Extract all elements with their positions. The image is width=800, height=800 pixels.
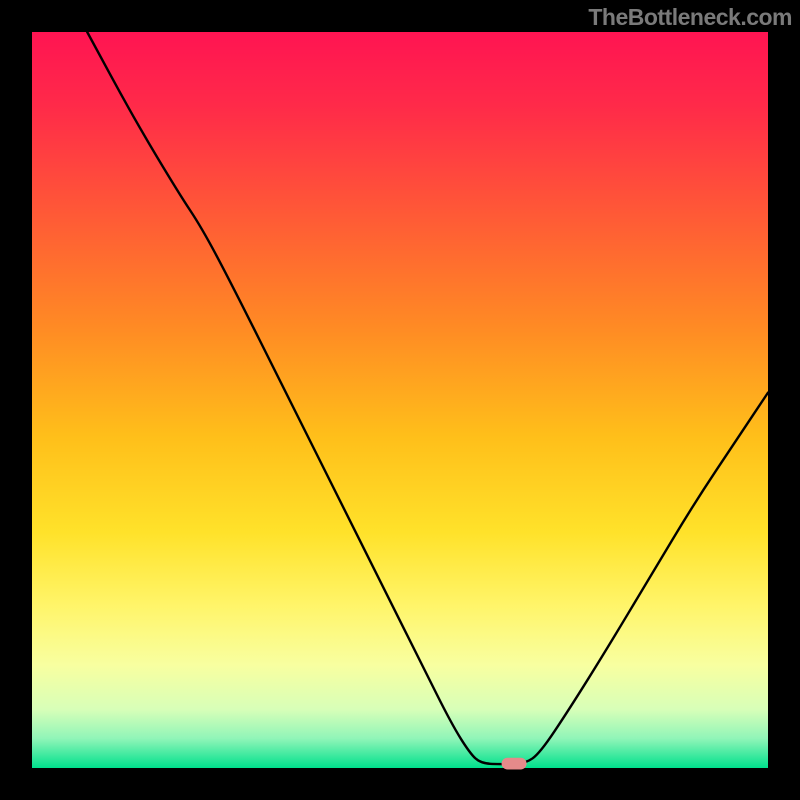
optimal-marker [502, 758, 527, 770]
bottleneck-chart-container: TheBottleneck.com [0, 0, 800, 800]
chart-background-gradient [32, 32, 768, 768]
bottleneck-curve-chart [0, 0, 800, 800]
